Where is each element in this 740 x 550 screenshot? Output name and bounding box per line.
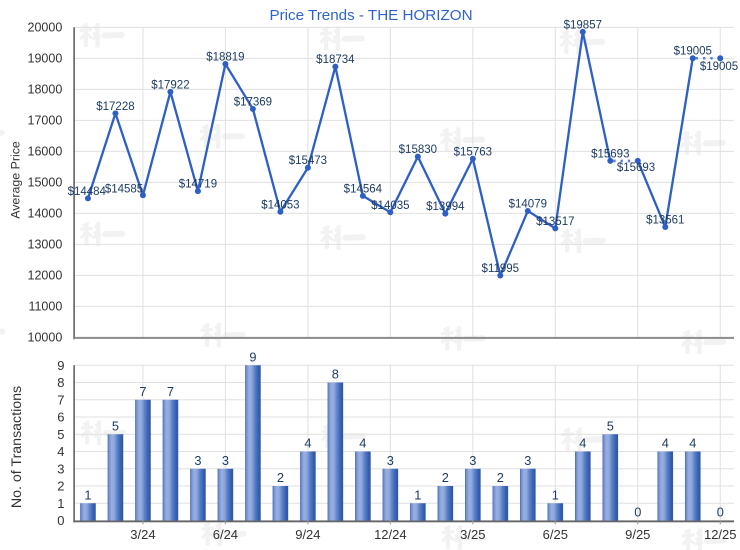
svg-text:1: 1 <box>57 496 64 511</box>
svg-text:$18734: $18734 <box>316 54 355 66</box>
svg-text:16000: 16000 <box>28 145 63 159</box>
svg-text:3: 3 <box>57 461 64 476</box>
svg-text:4: 4 <box>57 444 64 459</box>
svg-text:1: 1 <box>84 487 91 502</box>
svg-text:8: 8 <box>57 375 64 390</box>
svg-text:$15763: $15763 <box>454 146 492 158</box>
svg-text:14000: 14000 <box>28 207 63 221</box>
svg-text:$14053: $14053 <box>261 199 299 211</box>
svg-text:3: 3 <box>387 453 394 468</box>
svg-text:9: 9 <box>249 349 256 364</box>
svg-text:17000: 17000 <box>28 114 63 128</box>
svg-text:13000: 13000 <box>28 238 63 252</box>
svg-text:3: 3 <box>222 453 229 468</box>
svg-text:9/24: 9/24 <box>295 527 320 542</box>
svg-text:5: 5 <box>57 427 64 442</box>
svg-text:3: 3 <box>469 453 476 468</box>
svg-text:2: 2 <box>442 470 449 485</box>
svg-text:4: 4 <box>689 436 696 451</box>
svg-text:6/25: 6/25 <box>543 527 568 542</box>
svg-text:$14484: $14484 <box>68 186 107 198</box>
svg-text:$14564: $14564 <box>344 183 383 195</box>
svg-text:$15693: $15693 <box>591 148 629 160</box>
svg-text:$14585: $14585 <box>105 184 143 196</box>
svg-text:12/24: 12/24 <box>374 527 407 542</box>
svg-text:9: 9 <box>57 358 64 373</box>
svg-text:8: 8 <box>332 367 339 382</box>
svg-text:4: 4 <box>579 436 586 451</box>
svg-text:3: 3 <box>524 453 531 468</box>
svg-text:2: 2 <box>57 479 64 494</box>
svg-text:$15693: $15693 <box>617 162 655 174</box>
svg-text:$15473: $15473 <box>289 155 327 167</box>
svg-text:$18819: $18819 <box>206 52 244 64</box>
svg-text:No. of Transactions: No. of Transactions <box>9 386 25 508</box>
svg-text:7: 7 <box>167 384 174 399</box>
svg-text:Average Price: Average Price <box>8 141 22 219</box>
svg-text:5: 5 <box>607 418 614 433</box>
svg-text:$13994: $13994 <box>426 201 465 213</box>
svg-text:15000: 15000 <box>28 176 63 190</box>
svg-text:18000: 18000 <box>28 83 63 97</box>
svg-text:3: 3 <box>194 453 201 468</box>
svg-text:7: 7 <box>139 384 146 399</box>
svg-text:1: 1 <box>552 487 559 502</box>
svg-text:6: 6 <box>57 410 64 425</box>
svg-text:$19005: $19005 <box>674 46 712 58</box>
svg-text:4: 4 <box>359 436 366 451</box>
svg-text:9/25: 9/25 <box>625 527 650 542</box>
svg-text:$15830: $15830 <box>399 144 437 156</box>
svg-text:Price Trends - THE HORIZON: Price Trends - THE HORIZON <box>269 7 472 24</box>
svg-text:12000: 12000 <box>28 269 63 283</box>
svg-text:0: 0 <box>57 513 64 528</box>
svg-text:10000: 10000 <box>28 331 63 345</box>
svg-text:2: 2 <box>277 470 284 485</box>
svg-text:1: 1 <box>414 487 421 502</box>
svg-text:$14035: $14035 <box>371 200 409 212</box>
svg-text:$14719: $14719 <box>179 179 217 191</box>
svg-text:$17228: $17228 <box>96 101 134 113</box>
svg-text:3/24: 3/24 <box>130 527 155 542</box>
svg-text:4: 4 <box>304 436 311 451</box>
svg-text:2: 2 <box>497 470 504 485</box>
svg-text:6/24: 6/24 <box>213 527 238 542</box>
svg-text:20000: 20000 <box>28 21 63 35</box>
svg-text:4: 4 <box>662 436 669 451</box>
svg-text:$13517: $13517 <box>536 216 574 228</box>
svg-text:12/25: 12/25 <box>704 527 737 542</box>
svg-text:3/25: 3/25 <box>460 527 485 542</box>
svg-text:$19005: $19005 <box>700 61 738 73</box>
svg-text:11000: 11000 <box>28 300 62 314</box>
svg-text:$14079: $14079 <box>509 198 547 210</box>
svg-text:$17922: $17922 <box>151 79 189 91</box>
svg-text:$17369: $17369 <box>234 96 272 108</box>
svg-text:7: 7 <box>57 392 64 407</box>
svg-text:$19857: $19857 <box>564 19 602 31</box>
svg-text:0: 0 <box>634 505 641 520</box>
svg-text:0: 0 <box>717 505 724 520</box>
svg-text:19000: 19000 <box>28 52 63 66</box>
svg-text:5: 5 <box>112 418 119 433</box>
svg-text:$11995: $11995 <box>482 263 520 275</box>
svg-text:$13561: $13561 <box>646 215 684 227</box>
